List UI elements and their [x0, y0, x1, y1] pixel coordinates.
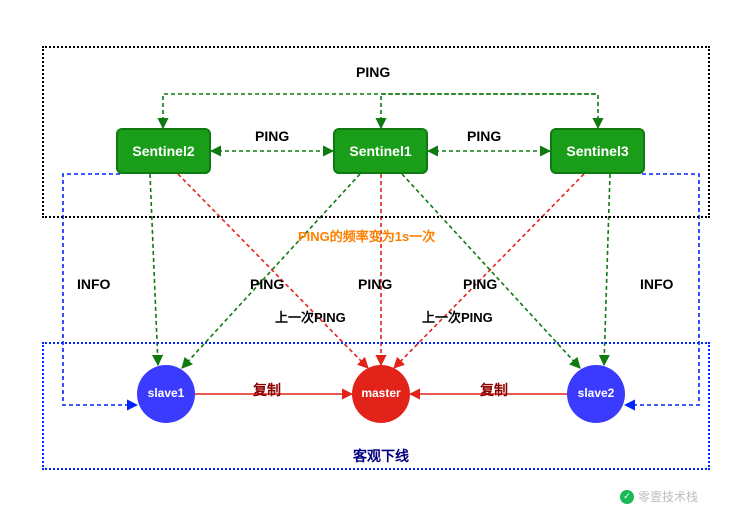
- label-ping-s2-s1: PING: [255, 128, 289, 144]
- node-slave2-label: slave2: [578, 387, 615, 400]
- node-sentinel3-label: Sentinel3: [566, 143, 628, 159]
- label-objective-down: 客观下线: [353, 446, 409, 466]
- label-last-ping-right: 上一次PING: [422, 307, 493, 326]
- node-master: master: [352, 365, 410, 423]
- node-sentinel2-label: Sentinel2: [132, 143, 194, 159]
- label-copy-right: 复制: [480, 380, 508, 400]
- wechat-icon: ✓: [620, 490, 634, 504]
- label-ping-top: PING: [356, 64, 390, 80]
- label-ping-s1-s3: PING: [467, 128, 501, 144]
- watermark: ✓ 零壹技术栈: [620, 488, 698, 505]
- label-ping-left: PING: [250, 276, 284, 292]
- node-sentinel2: Sentinel2: [116, 128, 211, 174]
- label-info-right: INFO: [640, 276, 673, 292]
- label-last-ping-left: 上一次PING: [275, 307, 346, 326]
- node-slave1: slave1: [137, 365, 195, 423]
- label-copy-left: 复制: [253, 380, 281, 400]
- node-slave1-label: slave1: [148, 387, 185, 400]
- node-sentinel1-label: Sentinel1: [349, 143, 411, 159]
- label-ping-frequency: PING的频率变为1s一次: [298, 226, 435, 245]
- diagram-canvas: Sentinel1 Sentinel2 Sentinel3 master sla…: [0, 0, 752, 511]
- node-slave2: slave2: [567, 365, 625, 423]
- node-sentinel3: Sentinel3: [550, 128, 645, 174]
- node-master-label: master: [361, 387, 400, 400]
- label-ping-mid: PING: [358, 276, 392, 292]
- watermark-text: 零壹技术栈: [638, 488, 698, 505]
- node-sentinel1: Sentinel1: [333, 128, 428, 174]
- label-ping-right: PING: [463, 276, 497, 292]
- label-info-left: INFO: [77, 276, 110, 292]
